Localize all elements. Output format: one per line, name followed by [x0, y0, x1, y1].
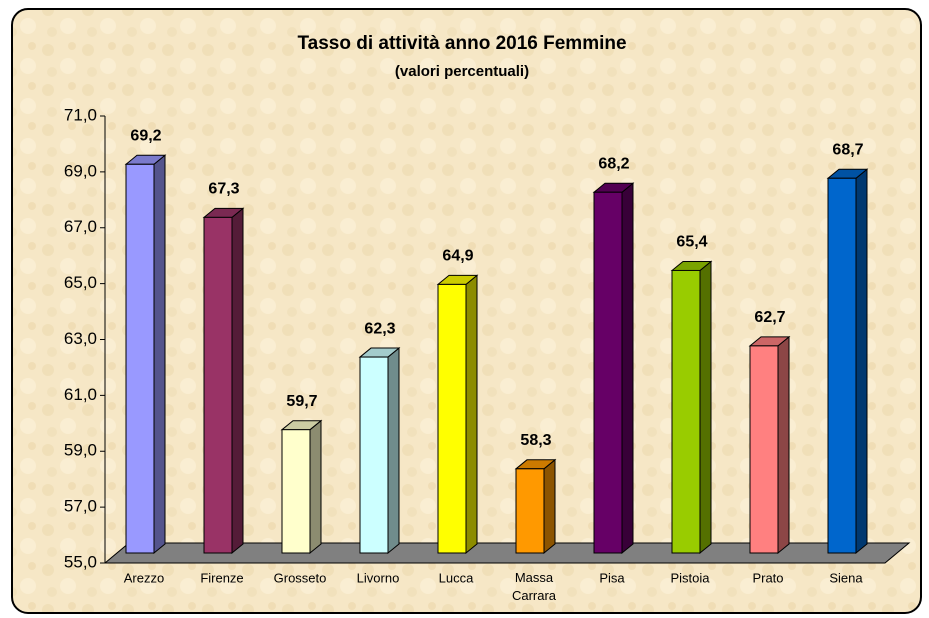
- x-tick-label: Grosseto: [274, 570, 327, 585]
- x-tick-label: Firenze: [200, 570, 243, 585]
- y-tick-label: 63,0: [64, 329, 97, 348]
- x-tick-label: Prato: [752, 570, 783, 585]
- value-label: 62,7: [754, 309, 785, 326]
- x-tick-label: Pistoia: [670, 570, 710, 585]
- bar: [203, 216, 233, 554]
- value-label: 59,7: [286, 393, 317, 410]
- bar: [515, 468, 545, 554]
- x-tick-label: Pisa: [599, 570, 625, 585]
- bar: [827, 177, 857, 554]
- value-label: 67,3: [208, 181, 239, 198]
- y-tick-label: 57,0: [64, 497, 97, 516]
- x-tick-label: Livorno: [357, 570, 400, 585]
- bar: [281, 429, 311, 554]
- y-tick-label: 67,0: [64, 217, 97, 236]
- y-tick-label: 59,0: [64, 441, 97, 460]
- bar-side: [699, 260, 712, 555]
- bar-side: [465, 274, 478, 555]
- bar: [125, 163, 155, 554]
- bar-side: [855, 168, 868, 555]
- bar: [749, 345, 779, 554]
- value-label: 62,3: [364, 320, 395, 337]
- y-tick-label: 61,0: [64, 385, 97, 404]
- y-tick-label: 55,0: [64, 552, 97, 571]
- chart-subtitle: (valori percentuali): [395, 63, 529, 80]
- bar-side: [543, 458, 556, 555]
- bar-side: [777, 335, 790, 555]
- x-tick-label: Lucca: [439, 570, 474, 585]
- value-label: 69,2: [130, 128, 161, 145]
- bar-side: [153, 154, 166, 555]
- x-tick-label: Massa Carrara: [512, 570, 557, 603]
- chart-title: Tasso di attività anno 2016 Femmine: [297, 33, 626, 54]
- value-label: 68,2: [598, 155, 629, 172]
- bar-side: [387, 347, 400, 555]
- bar: [437, 283, 467, 554]
- bar: [359, 356, 389, 554]
- value-label: 64,9: [442, 248, 473, 265]
- x-tick-label: Siena: [829, 570, 863, 585]
- value-label: 68,7: [832, 141, 863, 158]
- y-tick-label: 65,0: [64, 273, 97, 292]
- value-label: 65,4: [676, 234, 707, 251]
- bar-side: [621, 182, 634, 555]
- value-label: 58,3: [520, 432, 551, 449]
- bar-side: [309, 419, 322, 555]
- bar-side: [231, 207, 244, 555]
- bar: [593, 191, 623, 554]
- y-tick-label: 71,0: [64, 105, 97, 124]
- y-tick-label: 69,0: [64, 161, 97, 180]
- x-tick-label: Arezzo: [124, 570, 164, 585]
- bar: [671, 269, 701, 554]
